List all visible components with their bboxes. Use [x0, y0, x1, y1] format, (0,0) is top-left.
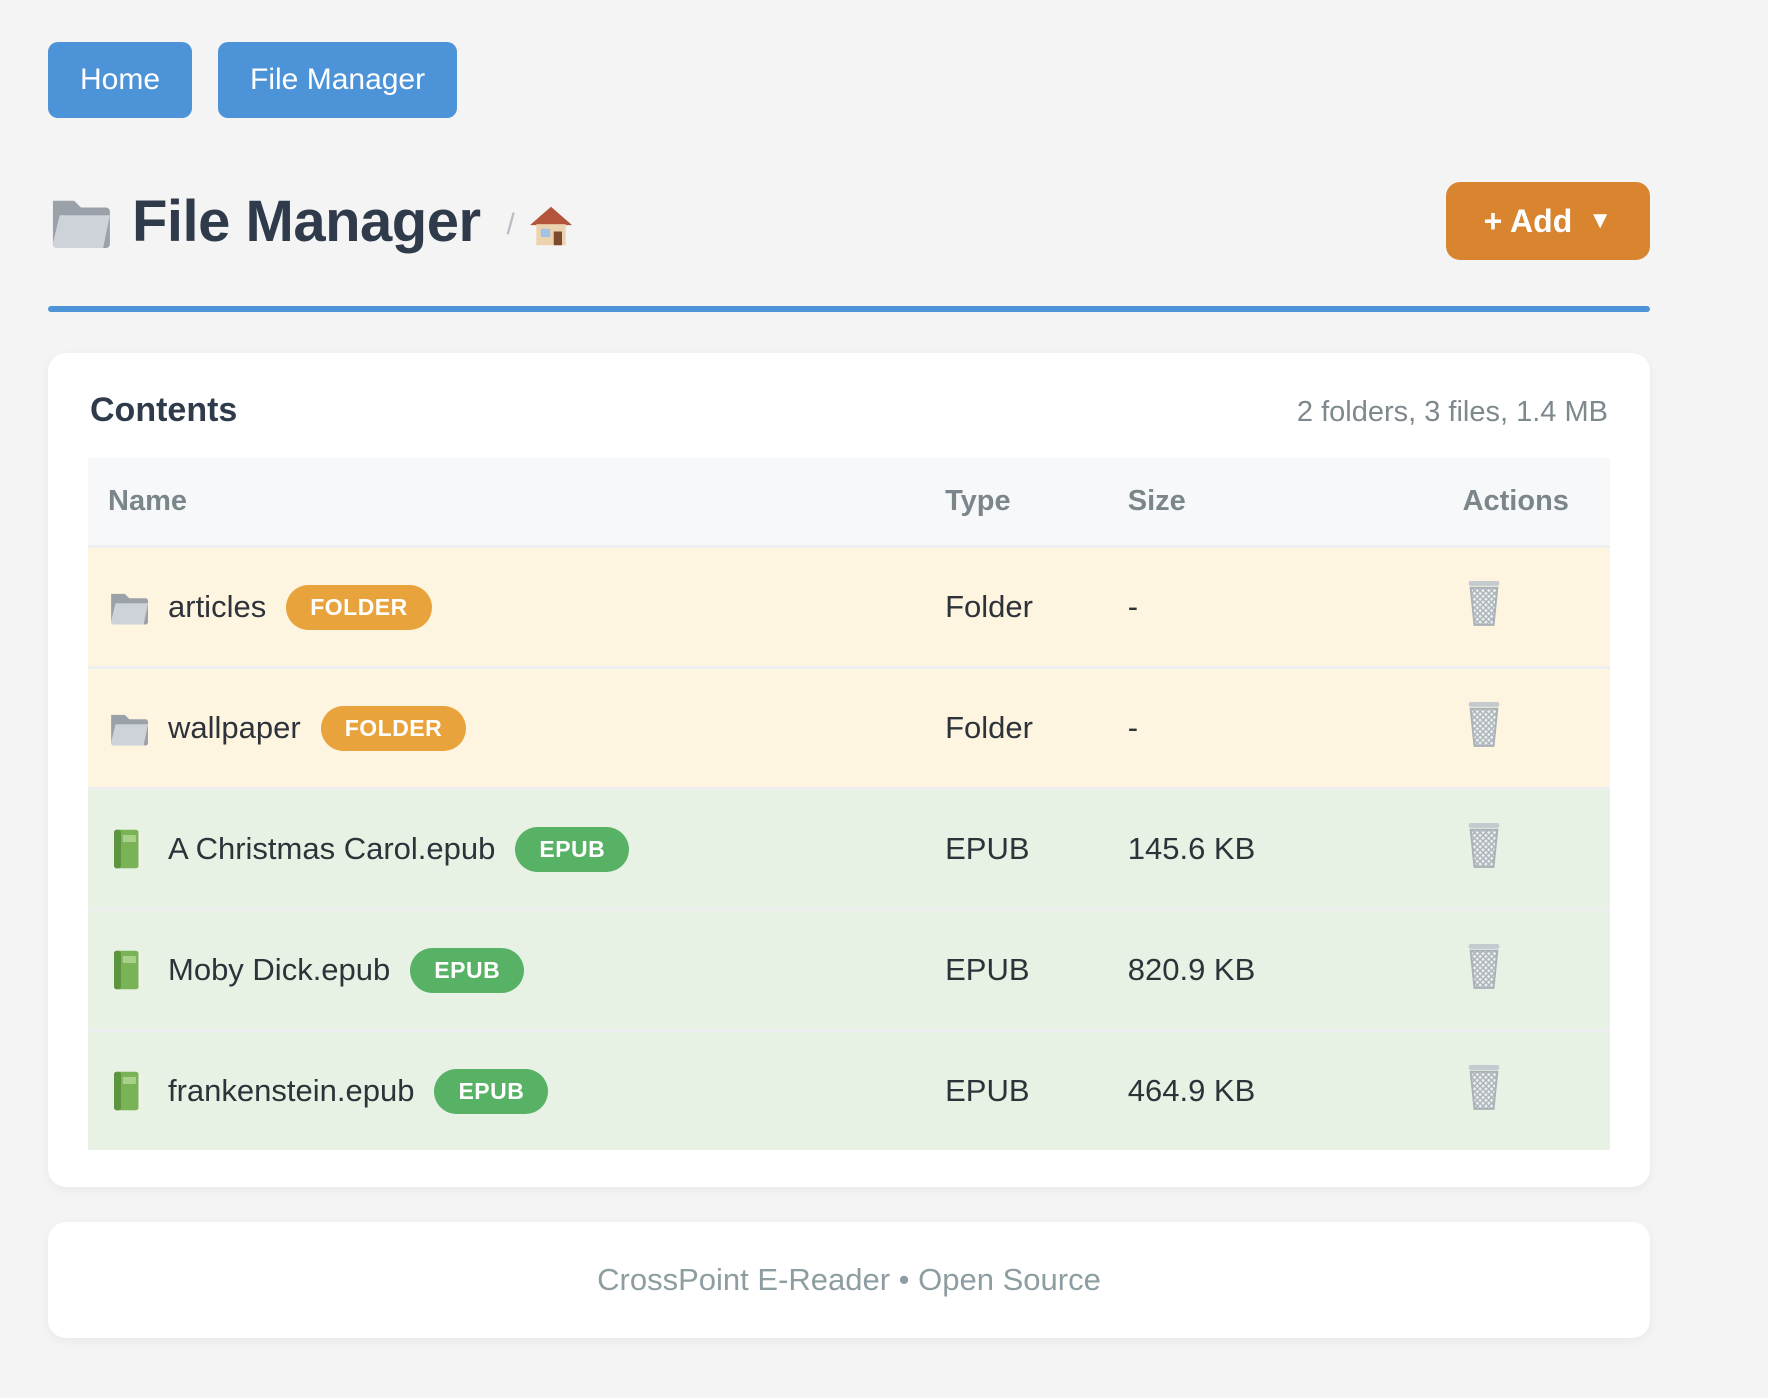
nav-buttons: Home File Manager	[48, 42, 1650, 118]
size-cell: 145.6 KB	[1107, 790, 1443, 911]
caret-down-icon: ▼	[1588, 207, 1612, 234]
delete-button[interactable]	[1463, 942, 1505, 993]
file-name[interactable]: articles	[168, 589, 267, 624]
file-name[interactable]: wallpaper	[168, 710, 301, 745]
type-badge: EPUB	[410, 947, 525, 993]
contents-card: Contents 2 folders, 3 files, 1.4 MB Name…	[48, 353, 1650, 1187]
house-icon[interactable]	[529, 205, 573, 247]
type-badge: EPUB	[434, 1068, 549, 1114]
title-group: File Manager /	[48, 188, 573, 255]
folder-icon	[108, 586, 148, 628]
table-row: articles FOLDER Folder -	[88, 548, 1610, 669]
trash-icon	[1463, 821, 1505, 872]
contents-card-header: Contents 2 folders, 3 files, 1.4 MB	[88, 391, 1610, 430]
add-button[interactable]: + Add ▼	[1445, 182, 1650, 260]
type-cell: Folder	[925, 669, 1108, 790]
table-row: Moby Dick.epub EPUB EPUB 820.9 KB	[88, 911, 1610, 1032]
footer-text: CrossPoint E-Reader • Open Source	[597, 1262, 1101, 1297]
file-name[interactable]: Moby Dick.epub	[168, 952, 391, 987]
footer-card: CrossPoint E-Reader • Open Source	[48, 1222, 1650, 1338]
table-header-row: Name Type Size Actions	[88, 458, 1610, 548]
folder-icon	[108, 707, 148, 749]
size-cell: 464.9 KB	[1107, 1032, 1443, 1150]
trash-icon	[1463, 1063, 1505, 1114]
type-badge: FOLDER	[320, 705, 467, 751]
files-table: Name Type Size Actions articles FOLDER F…	[88, 458, 1610, 1150]
delete-button[interactable]	[1463, 700, 1505, 751]
nav-home-button[interactable]: Home	[48, 42, 193, 118]
contents-summary: 2 folders, 3 files, 1.4 MB	[1296, 396, 1608, 428]
book-icon	[108, 828, 148, 870]
table-row: frankenstein.epub EPUB EPUB 464.9 KB	[88, 1032, 1610, 1150]
file-name[interactable]: frankenstein.epub	[168, 1073, 415, 1108]
column-header-actions: Actions	[1442, 458, 1610, 548]
size-cell: -	[1107, 548, 1443, 669]
file-name[interactable]: A Christmas Carol.epub	[168, 831, 496, 866]
page-header: File Manager / + Add ▼	[48, 182, 1650, 260]
delete-button[interactable]	[1463, 1063, 1505, 1114]
table-row: wallpaper FOLDER Folder -	[88, 669, 1610, 790]
type-cell: EPUB	[925, 911, 1108, 1032]
trash-icon	[1463, 942, 1505, 993]
trash-icon	[1463, 579, 1505, 630]
table-row: A Christmas Carol.epub EPUB EPUB 145.6 K…	[88, 790, 1610, 911]
type-badge: EPUB	[515, 826, 630, 872]
delete-button[interactable]	[1463, 579, 1505, 630]
folder-icon	[48, 193, 110, 249]
files-table-body: articles FOLDER Folder - wallpaper FOLDE…	[88, 548, 1610, 1150]
nav-file-manager-button[interactable]: File Manager	[218, 42, 458, 118]
trash-icon	[1463, 700, 1505, 751]
header-divider	[48, 306, 1650, 312]
type-cell: EPUB	[925, 790, 1108, 911]
size-cell: -	[1107, 669, 1443, 790]
delete-button[interactable]	[1463, 821, 1505, 872]
size-cell: 820.9 KB	[1107, 911, 1443, 1032]
book-icon	[108, 1070, 148, 1112]
column-header-size: Size	[1107, 458, 1443, 548]
column-header-name: Name	[88, 458, 926, 548]
breadcrumb-separator: /	[506, 208, 515, 241]
book-icon	[108, 949, 148, 991]
column-header-type: Type	[925, 458, 1108, 548]
type-cell: EPUB	[925, 1032, 1108, 1150]
contents-title: Contents	[90, 391, 238, 429]
type-badge: FOLDER	[286, 584, 432, 630]
add-button-label: + Add	[1483, 203, 1573, 239]
page-title: File Manager	[132, 188, 481, 254]
type-cell: Folder	[925, 548, 1108, 669]
